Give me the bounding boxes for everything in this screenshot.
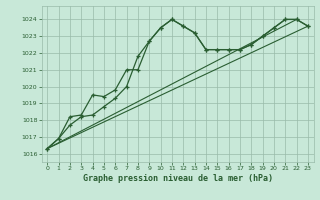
X-axis label: Graphe pression niveau de la mer (hPa): Graphe pression niveau de la mer (hPa) <box>83 174 273 183</box>
